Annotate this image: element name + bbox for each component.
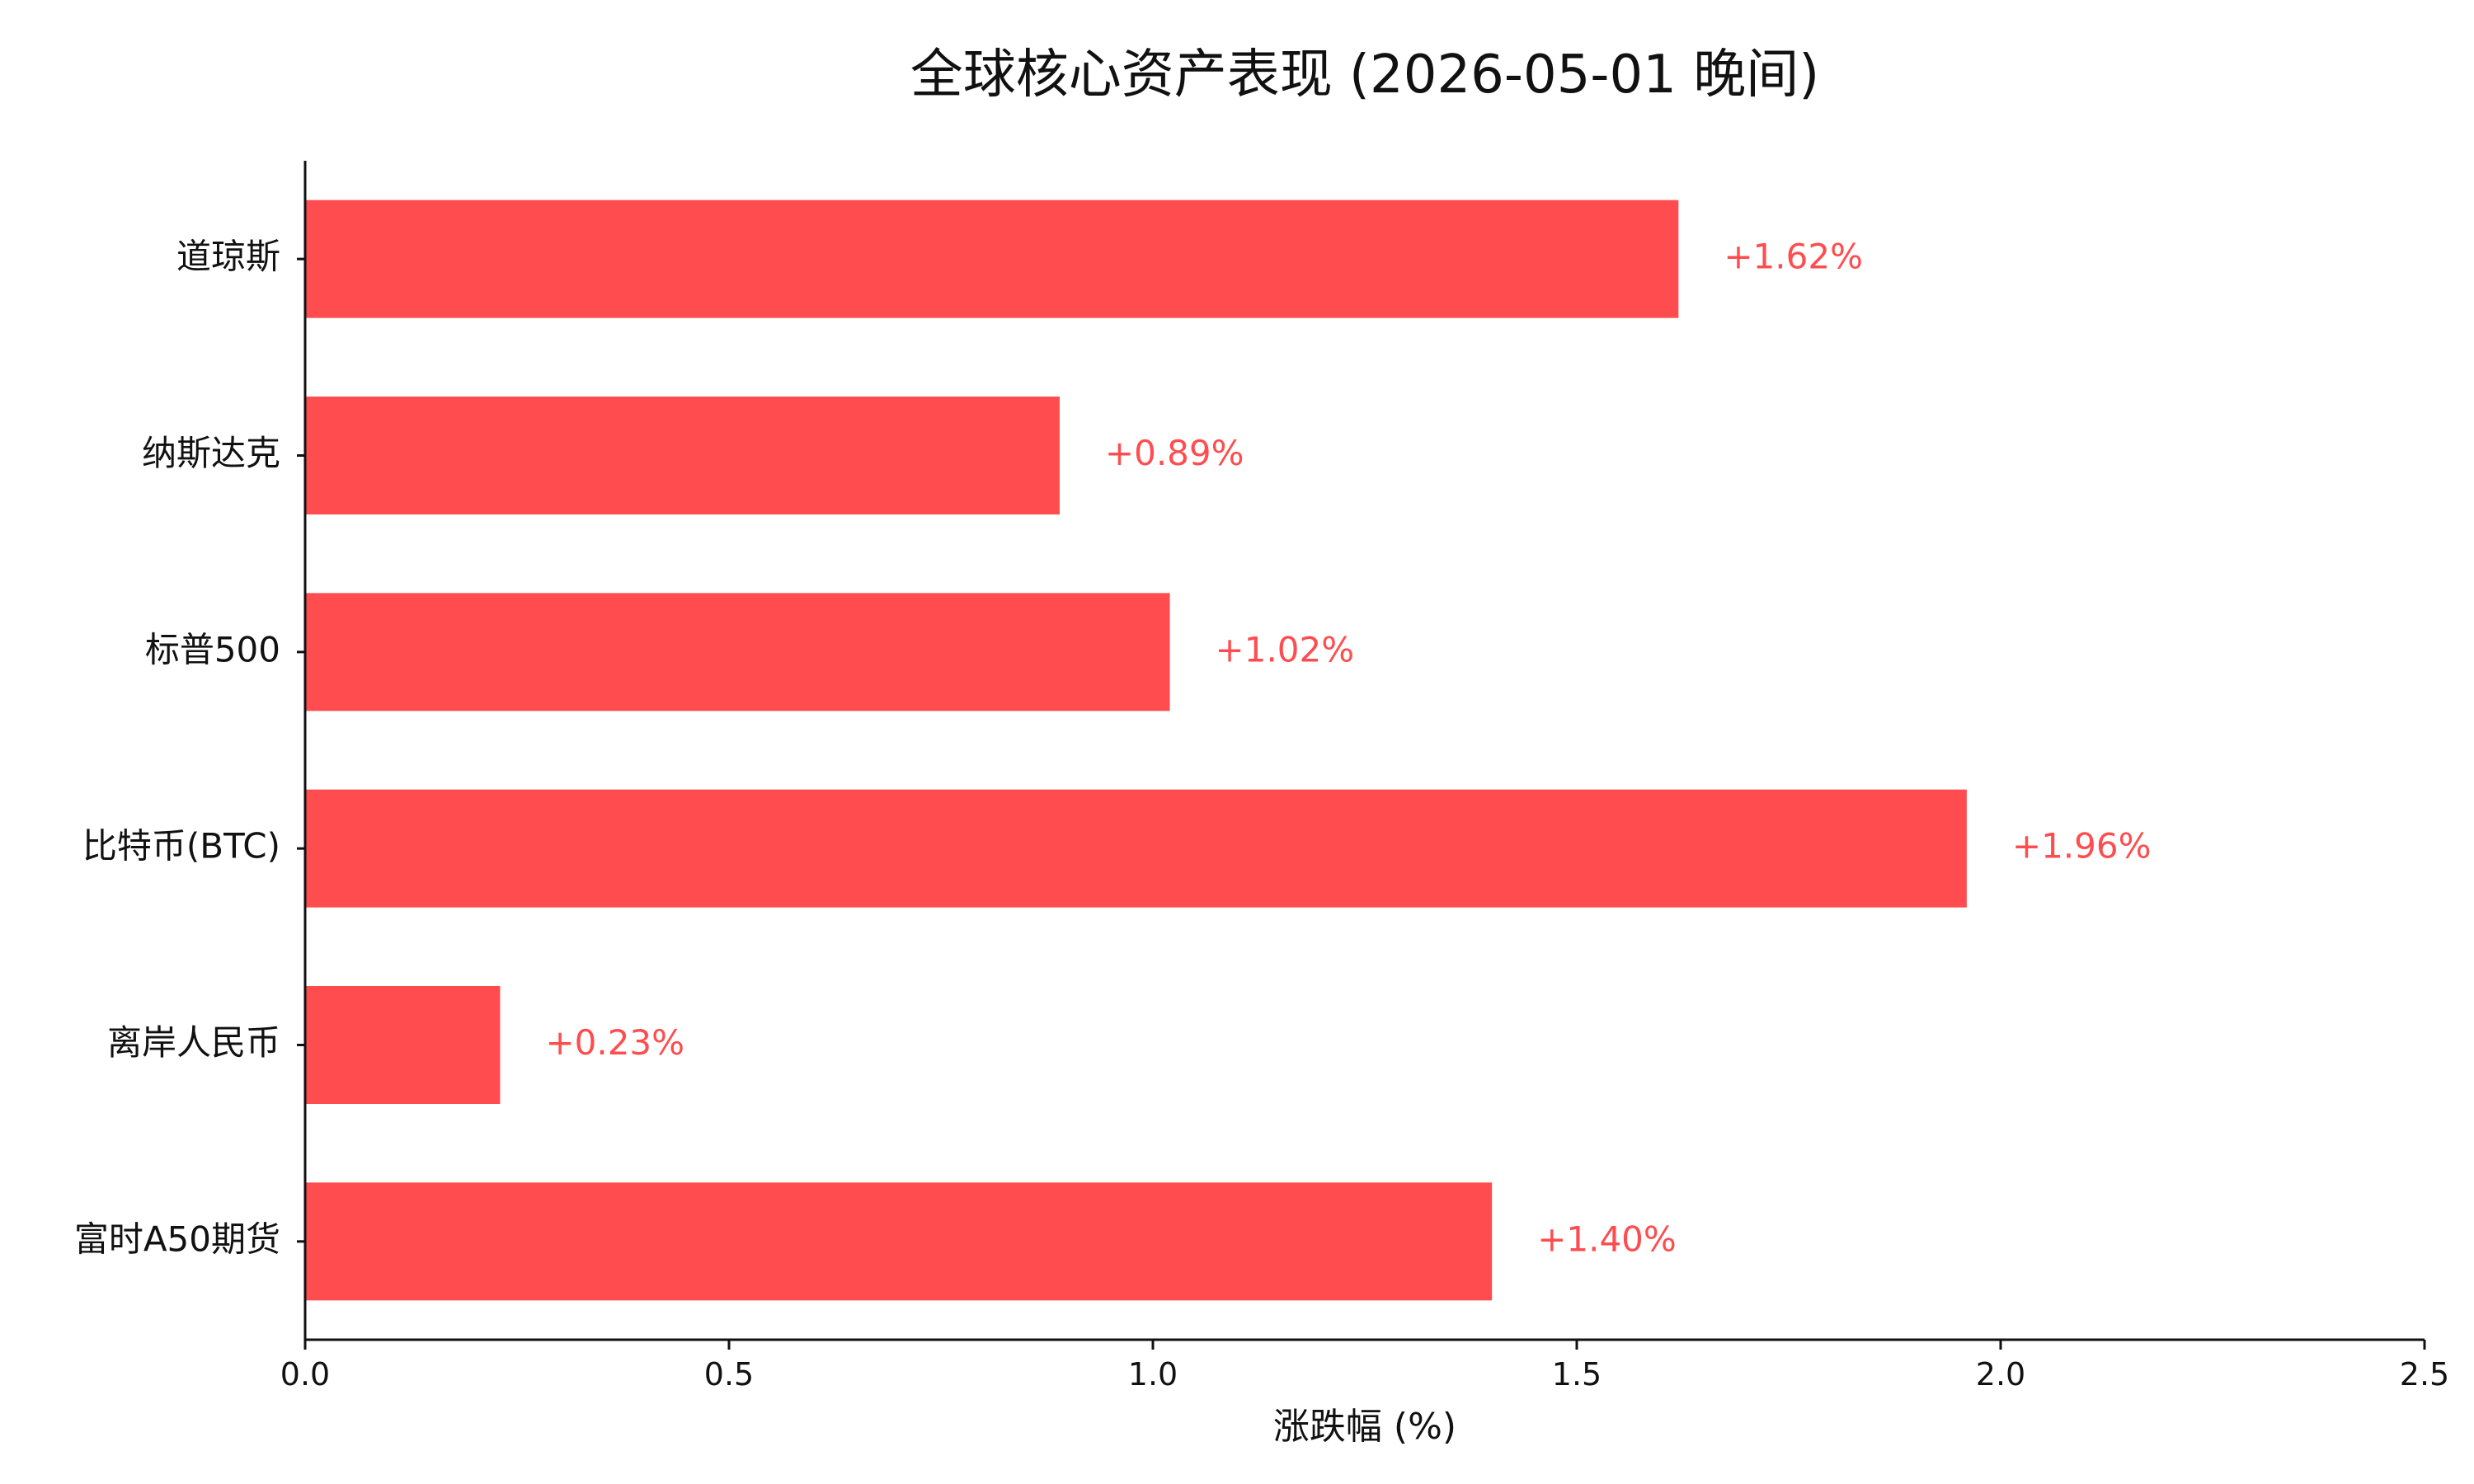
x-tick-label: 0.5: [704, 1356, 754, 1392]
value-label: +1.02%: [1216, 629, 1355, 669]
category-label: 标普500: [145, 629, 280, 669]
bar: [305, 593, 1170, 711]
category-label: 离岸人民币: [107, 1022, 280, 1063]
category-label: 富时A50期货: [74, 1219, 280, 1259]
x-axis-label: 涨跌幅 (%): [1273, 1406, 1456, 1448]
value-label: +1.96%: [2012, 826, 2152, 866]
value-label: +0.89%: [1105, 433, 1244, 473]
bar: [305, 986, 501, 1104]
value-label: +1.40%: [1537, 1219, 1677, 1259]
bar: [305, 1182, 1493, 1301]
x-tick-label: 2.5: [2400, 1356, 2449, 1392]
bars-layer: [305, 200, 1967, 1301]
bar: [305, 397, 1060, 514]
chart-title: 全球核心资产表现 (2026-05-01 晚间): [910, 45, 1820, 106]
bar: [305, 789, 1967, 908]
x-tick-label: 1.5: [1552, 1356, 1602, 1392]
x-tick-label: 0.0: [280, 1356, 330, 1392]
category-label: 纳斯达克: [142, 433, 280, 473]
value-labels-layer: +1.62% +0.89% +1.02% +1.96% +0.23% +1.40%: [545, 237, 2151, 1260]
category-label: 道琼斯: [176, 237, 280, 277]
value-label: +0.23%: [545, 1022, 684, 1063]
category-label: 比特币(BTC): [82, 826, 280, 866]
x-axis-layer: 0.0 0.5 1.0 1.5 2.0 2.5: [280, 1338, 2449, 1392]
x-tick-label: 2.0: [1976, 1356, 2025, 1392]
value-label: +1.62%: [1724, 237, 1863, 277]
bar: [305, 200, 1679, 318]
x-tick-label: 1.0: [1128, 1356, 1178, 1392]
